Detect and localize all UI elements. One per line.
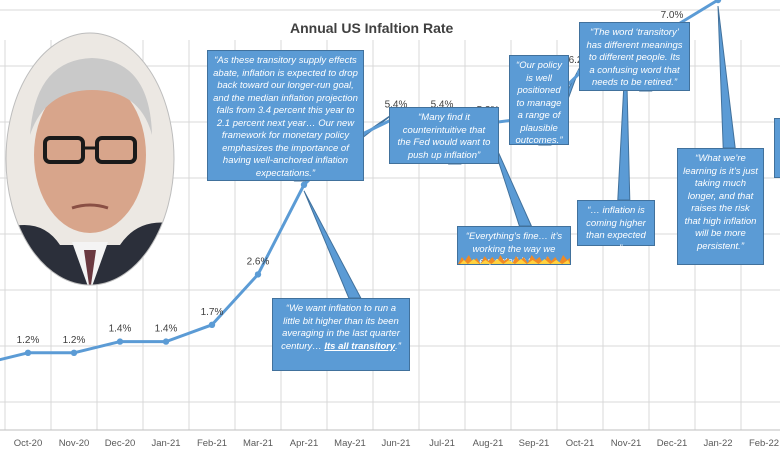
data-point	[254, 271, 262, 278]
portrait-photo	[5, 32, 175, 286]
data-point	[70, 349, 78, 356]
data-label: 2.6%	[247, 256, 270, 267]
callout-highlight: Its all transitory	[324, 340, 396, 352]
x-tick-label: Oct-21	[566, 438, 595, 449]
x-tick-label: Jun-21	[381, 438, 410, 449]
x-tick-label: Nov-21	[611, 438, 642, 449]
x-tick-label: Dec-20	[105, 438, 136, 449]
callout-box: “Everything’s fine… it’s working the way…	[457, 226, 571, 267]
x-tick-label: Aug-21	[473, 438, 504, 449]
callout-box: “Our policy is well positioned to manage…	[509, 55, 569, 146]
data-label: 5.4%	[431, 100, 454, 111]
x-tick-label: Mar-21	[243, 438, 273, 449]
x-tick-label: Dec-21	[657, 438, 688, 449]
data-label: 1.7%	[201, 307, 224, 318]
x-tick-label: May-21	[334, 438, 366, 449]
callout-box: “What we’re learning is it’s just taking…	[677, 148, 764, 265]
callout-box: “As these transitory supply effects abat…	[207, 50, 364, 181]
chart-title: Annual US Infaltion Rate	[290, 20, 454, 36]
data-point	[116, 338, 124, 345]
flames-icon	[458, 255, 570, 264]
callout-box: “Many find it counterintuitive that the …	[389, 107, 499, 164]
callout-box: “… inflation is coming higher than expec…	[577, 200, 655, 254]
x-tick-label: Jul-21	[429, 438, 455, 449]
callout-box: “The word ‘transitory’ has different mea…	[579, 22, 690, 91]
x-tick-label: Feb-22	[749, 438, 779, 449]
callout-text: “We want inflation to run a little bit h…	[281, 303, 400, 352]
x-tick-label: Sep-21	[519, 438, 550, 449]
x-tick-label: Nov-20	[59, 438, 90, 449]
x-tick-label: Jan-21	[151, 438, 180, 449]
x-tick-label: Oct-20	[14, 438, 43, 449]
data-point	[208, 321, 216, 328]
data-point	[300, 181, 308, 188]
data-label: 1.4%	[155, 324, 178, 335]
data-label: 7.0%	[661, 10, 684, 21]
data-label: 1.4%	[109, 324, 132, 335]
x-tick-label: Feb-21	[197, 438, 227, 449]
callout-pointer	[717, 5, 736, 149]
data-point	[24, 349, 32, 356]
data-point	[162, 338, 170, 345]
callout-box: “We want inflation to run a little bit h…	[272, 298, 410, 371]
x-tick-label: Apr-21	[290, 438, 319, 449]
x-axis-tick-labels: Oct-20 Nov-20 Dec-20 Jan-21 Feb-21 Mar-21 Apr-…	[14, 438, 779, 449]
x-tick-label: Jan-22	[703, 438, 732, 449]
callout-text: .”	[395, 340, 401, 352]
data-label: 1.2%	[17, 335, 40, 346]
callout-pointer	[303, 190, 362, 299]
data-label: 5.4%	[385, 100, 408, 111]
data-point	[714, 0, 722, 4]
callout-box-cropped	[774, 118, 780, 178]
data-label: 1.2%	[63, 335, 86, 346]
